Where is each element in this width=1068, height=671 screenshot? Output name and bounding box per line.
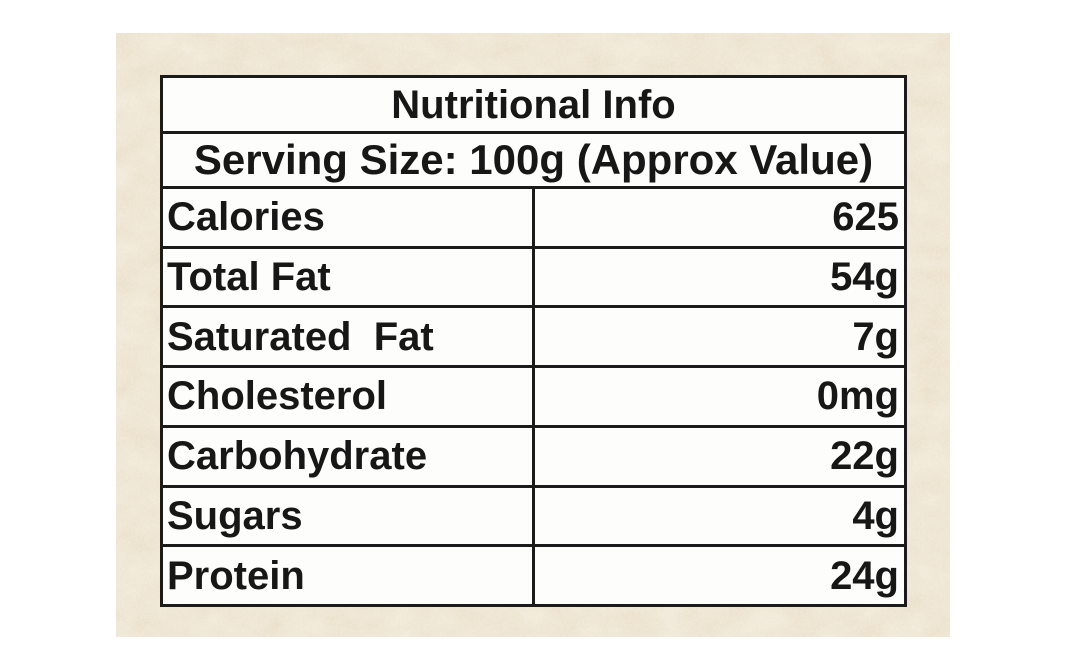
row-cholesterol-value: 0mg: [535, 368, 904, 425]
row-total-fat-value: 54g: [535, 248, 904, 306]
row-saturated-fat-label: Saturated Fat: [163, 308, 532, 366]
row-total-fat-label: Total Fat: [163, 248, 532, 306]
row-sugars-value: 4g: [535, 487, 904, 545]
serving-size-line: Serving Size: 100g (Approx Value): [163, 134, 904, 186]
nutrition-table: Nutritional Info Serving Size: 100g (App…: [160, 75, 907, 607]
row-protein-label: Protein: [163, 547, 532, 604]
row-calories-label: Calories: [163, 189, 532, 246]
row-carbohydrate-label: Carbohydrate: [163, 427, 532, 485]
table-title: Nutritional Info: [163, 78, 904, 131]
row-sugars-label: Sugars: [163, 487, 532, 545]
row-carbohydrate-value: 22g: [535, 427, 904, 485]
row-protein-value: 24g: [535, 547, 904, 604]
row-cholesterol-label: Cholesterol: [163, 368, 532, 425]
row-calories-value: 625: [535, 189, 904, 246]
row-saturated-fat-value: 7g: [535, 308, 904, 366]
